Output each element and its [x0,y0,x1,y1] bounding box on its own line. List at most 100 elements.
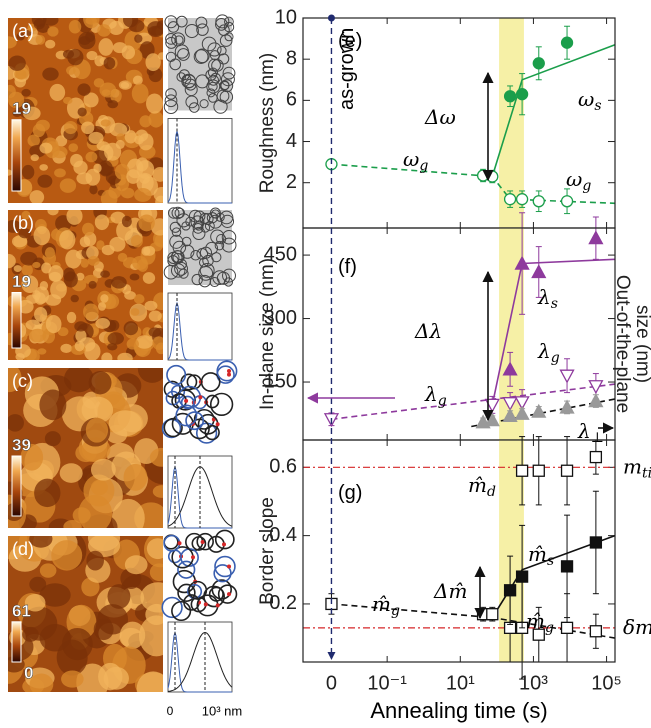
grain [13,265,22,273]
annotation: (g) [338,482,362,504]
grain [59,230,76,250]
boundary [177,48,190,61]
grain [44,431,61,447]
data-point [559,399,575,414]
boundary [214,555,236,578]
grain [104,142,122,161]
grain [119,621,146,649]
annotation-sub: g [391,603,400,619]
grain [64,368,94,393]
grain [126,338,139,350]
grain [152,485,163,498]
grain [66,210,83,225]
y-tick-label: 8 [286,47,297,69]
boundary [200,372,221,392]
annotation: λg [424,382,447,410]
boundary [192,226,206,241]
grain [152,167,163,182]
colorbar-max: 19 [12,272,31,291]
grain [89,184,98,195]
y-tick-label: 6 [286,89,297,111]
grain [83,92,99,108]
boundary [174,207,186,219]
data-point [532,628,545,641]
boundary [207,42,222,57]
boundary [208,93,218,103]
grain [123,463,148,491]
grain [88,131,104,144]
boundary [220,81,230,91]
grain [109,236,126,252]
annotation-sub: s [547,553,554,569]
reference-label-main: δm [623,614,651,638]
grain [83,474,115,507]
grain [57,327,69,337]
grain [137,258,149,272]
node [222,542,227,547]
boundary-image [168,18,232,111]
grain [97,24,111,37]
grain [123,18,139,28]
grain [68,19,82,34]
grain [82,222,95,236]
grain [123,321,139,336]
grain [86,550,104,571]
grain [112,42,127,54]
grain [138,214,155,232]
grain [63,120,78,135]
x-axis-label: Annealing time (s) [370,698,547,723]
grain [72,507,91,524]
boundary [171,250,185,264]
reference-label-main: m [623,454,642,478]
annotation: Δω [424,105,456,129]
y-axis-label: In-plane size (nm) [257,258,278,410]
data-point [589,536,603,549]
grain [39,623,71,652]
boundary [170,263,186,278]
node [227,369,231,373]
grain [8,253,16,269]
grain [39,389,67,421]
boundary [222,66,236,80]
node [190,555,195,560]
grain [130,308,140,316]
boundary [163,380,181,398]
grain [18,228,32,239]
boundary [171,227,182,237]
grain [21,88,31,97]
annotation-main: m̂ [526,609,545,633]
boundary [177,583,196,602]
y-tick-label: 0.6 [269,456,297,478]
x-tick-label: 10¹ [446,672,475,694]
grain [86,246,99,260]
panel-label: (c) [12,371,33,391]
boundary [221,237,237,253]
grain [108,319,120,331]
grain [20,251,38,266]
reference-label: δm [623,614,651,638]
grain [20,443,44,471]
boundary [175,15,188,28]
grain [66,311,77,324]
grain [8,414,24,432]
grain [85,417,109,443]
data-point [502,397,518,412]
boundary [196,23,209,36]
grain [148,111,163,128]
data-point [588,380,604,395]
grain [68,143,79,153]
boundary [216,233,227,245]
hist-curve [167,131,232,204]
y-tick-label: 450 [264,243,297,265]
grain [111,276,127,289]
annotation: m̂d [468,473,496,501]
grain [59,178,77,193]
data-point [560,621,574,634]
node [215,603,220,608]
grain [117,352,133,360]
annotation: λs [537,285,558,313]
node [215,422,220,427]
hist-curve [167,630,232,693]
node [200,540,205,545]
boundary [209,392,234,417]
